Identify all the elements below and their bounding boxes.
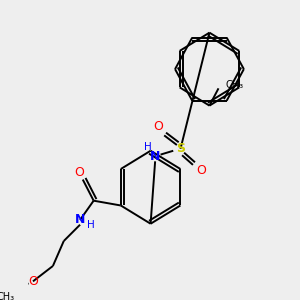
Text: CH₃: CH₃ bbox=[226, 80, 244, 89]
Text: S: S bbox=[176, 142, 185, 155]
Text: CH₃: CH₃ bbox=[0, 292, 15, 300]
Text: N: N bbox=[150, 150, 160, 163]
Text: H: H bbox=[87, 220, 95, 230]
Text: O: O bbox=[74, 166, 84, 179]
Text: O: O bbox=[28, 275, 38, 288]
Text: N: N bbox=[75, 213, 85, 226]
Text: H: H bbox=[144, 142, 152, 152]
Text: O: O bbox=[196, 164, 206, 177]
Text: O: O bbox=[153, 120, 163, 133]
